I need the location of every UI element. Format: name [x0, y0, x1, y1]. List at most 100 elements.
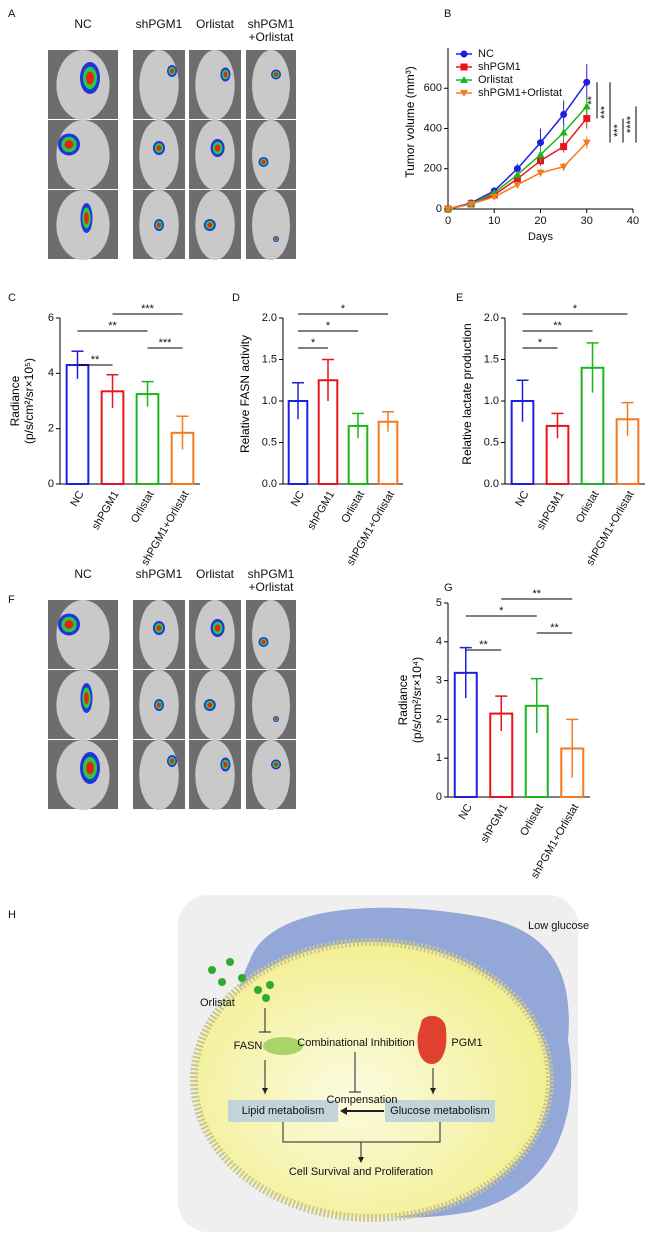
glucose-label: Glucose metabolism: [390, 1105, 490, 1117]
signal: [214, 144, 221, 152]
lipid-label: Lipid metabolism: [242, 1105, 325, 1117]
x-tick-label: NC: [513, 489, 531, 509]
arrowhead: [340, 1107, 347, 1115]
pgm1-shape: [417, 1015, 447, 1064]
cell-membrane: [190, 938, 554, 1222]
panel-label: G: [444, 582, 453, 594]
point: [536, 169, 545, 177]
significance-label: **: [91, 354, 100, 366]
signal: [274, 72, 278, 77]
point: [560, 110, 568, 118]
x-tick-label: shPGM1: [535, 489, 567, 532]
legend-label: shPGM1: [478, 61, 521, 73]
signal: [261, 160, 266, 164]
significance-label: ***: [612, 123, 624, 137]
lipid-box: [228, 1100, 338, 1122]
y-tick-label: 2: [436, 713, 442, 725]
x-tick-label: Orlistat: [518, 802, 546, 838]
point: [460, 50, 468, 58]
signal: [207, 702, 213, 708]
y-tick-label: 1.5: [262, 353, 277, 365]
significance-label: *: [311, 337, 316, 349]
y-tick-label: 4: [436, 636, 442, 648]
panel-label: H: [8, 909, 16, 921]
y-tick-label: 0: [48, 478, 54, 490]
signal: [157, 702, 161, 708]
y-axis-label: Relative lactate production: [460, 323, 474, 465]
column-label: NC: [74, 17, 92, 31]
significance-label: ***: [159, 337, 173, 349]
point: [460, 76, 468, 83]
signal: [156, 145, 162, 151]
mouse-body: [139, 740, 179, 810]
point: [444, 206, 452, 213]
signal: [156, 625, 162, 631]
signal: [157, 222, 161, 228]
significance-label: **: [479, 639, 488, 651]
x-tick-label: NC: [457, 802, 475, 822]
point: [560, 143, 568, 151]
signal: [274, 237, 278, 241]
y-tick-label: 0.5: [262, 436, 277, 448]
x-tick-label: 20: [534, 215, 546, 227]
point: [467, 200, 476, 208]
column-label: shPGM1 +Orlistat: [247, 17, 295, 44]
y-tick-label: 0.5: [484, 436, 499, 448]
y-axis-label: Tumor volume (mm³): [403, 65, 417, 178]
point: [583, 78, 591, 86]
signal: [261, 640, 266, 644]
significance-label: *: [326, 320, 331, 332]
y-tick-label: 200: [424, 163, 442, 175]
merge-lines: [282, 1122, 441, 1158]
x-tick-label: shPGM1: [305, 489, 337, 532]
x-tick-label: 40: [627, 215, 639, 227]
y-axis-label: Radiance (p/s/cm²/sr×10⁵): [8, 358, 36, 444]
orlistat-dots: [208, 958, 274, 1002]
x-tick-label: NC: [289, 489, 307, 509]
column-label: shPGM1 +Orlistat: [247, 567, 295, 594]
y-tick-label: 400: [424, 122, 442, 134]
significance-label: ***: [141, 303, 155, 315]
y-tick-label: 5: [436, 597, 442, 609]
panel-label: C: [8, 292, 16, 304]
point: [490, 193, 499, 201]
legend-label: NC: [478, 48, 494, 60]
mouse-body: [252, 670, 290, 740]
signal: [207, 222, 213, 228]
mouse-body: [56, 600, 110, 670]
mouse-body: [252, 190, 290, 260]
mouse-body: [252, 120, 290, 190]
fasn-label: FASN: [234, 1040, 263, 1052]
mouse-body: [252, 600, 290, 670]
column-label: Orlistat: [195, 17, 234, 31]
signal: [84, 212, 89, 224]
x-tick-label: 0: [445, 215, 451, 227]
point: [513, 170, 522, 178]
y-tick-label: 2: [48, 423, 54, 435]
point: [559, 163, 568, 171]
column-label: Orlistat: [195, 567, 234, 581]
panel-label: D: [232, 292, 240, 304]
significance-label: ****: [625, 115, 637, 133]
signal: [84, 692, 89, 704]
signal: [274, 717, 278, 721]
drug-label: Orlistat: [200, 997, 235, 1009]
diagram: Low glucose Orlistat FASN Combinational …: [178, 895, 589, 1232]
point: [583, 114, 591, 122]
glucose-box: [385, 1100, 495, 1122]
env-label: Low glucose: [528, 920, 589, 932]
y-tick-label: 1.0: [484, 395, 499, 407]
y-axis-label: Radiance (p/s/cm²/sr×10⁴): [396, 656, 424, 744]
x-tick-label: Orlistat: [574, 489, 602, 525]
significance-label: *: [538, 337, 543, 349]
mouse-body: [195, 50, 235, 120]
x-tick-label: 10: [488, 215, 500, 227]
y-tick-label: 1.0: [262, 395, 277, 407]
y-tick-label: 0: [436, 203, 442, 215]
y-tick-label: 2.0: [262, 312, 277, 324]
compensation-label: Compensation: [327, 1094, 398, 1106]
y-tick-label: 3: [436, 675, 442, 687]
y-tick-label: 2.0: [484, 312, 499, 324]
signal: [223, 71, 228, 78]
signal: [274, 762, 278, 767]
